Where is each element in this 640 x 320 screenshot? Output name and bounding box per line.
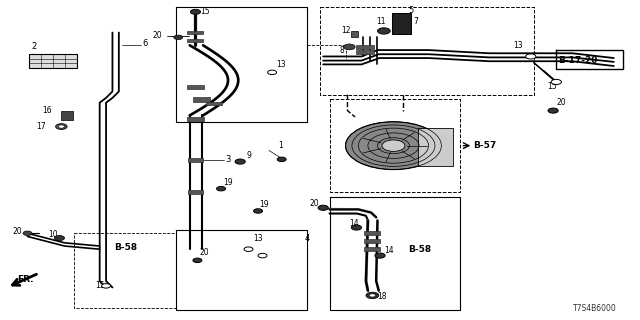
Text: 17: 17 xyxy=(36,122,45,131)
Text: 16: 16 xyxy=(42,106,52,115)
Bar xyxy=(193,97,211,101)
Text: B-58: B-58 xyxy=(115,243,138,252)
Text: 2: 2 xyxy=(31,42,36,52)
Circle shape xyxy=(268,70,276,75)
Text: 18: 18 xyxy=(378,292,387,301)
Bar xyxy=(29,54,77,68)
Text: 20: 20 xyxy=(309,199,319,208)
Bar xyxy=(364,231,380,235)
Bar xyxy=(392,13,411,34)
Circle shape xyxy=(318,205,328,210)
Bar xyxy=(188,31,204,35)
Text: 6: 6 xyxy=(143,39,148,48)
Text: 1: 1 xyxy=(278,141,284,150)
Bar xyxy=(61,111,73,120)
Circle shape xyxy=(525,54,536,59)
Circle shape xyxy=(190,9,200,14)
Bar xyxy=(187,116,204,121)
Circle shape xyxy=(258,253,267,258)
Bar xyxy=(351,31,358,37)
Text: 19: 19 xyxy=(223,178,232,187)
Text: 15: 15 xyxy=(95,281,105,290)
Text: 13: 13 xyxy=(276,60,286,69)
Text: 10: 10 xyxy=(49,230,58,239)
Circle shape xyxy=(173,35,182,40)
Text: 8: 8 xyxy=(340,46,344,55)
Bar xyxy=(418,128,453,166)
Text: B-58: B-58 xyxy=(408,245,431,254)
Text: 5: 5 xyxy=(408,6,413,15)
Circle shape xyxy=(102,284,111,288)
Circle shape xyxy=(277,157,286,162)
Text: 14: 14 xyxy=(349,219,358,228)
Circle shape xyxy=(548,108,558,113)
Text: 20: 20 xyxy=(556,98,566,107)
Bar xyxy=(206,102,222,106)
Circle shape xyxy=(235,159,245,164)
Text: 20: 20 xyxy=(152,31,162,40)
Text: 3: 3 xyxy=(225,155,231,164)
Bar xyxy=(188,39,204,43)
Text: 9: 9 xyxy=(246,151,252,160)
Circle shape xyxy=(375,253,385,258)
Text: 15: 15 xyxy=(200,7,209,16)
Text: B-57: B-57 xyxy=(473,141,497,150)
Circle shape xyxy=(253,209,262,213)
Text: B-17-20: B-17-20 xyxy=(558,56,598,65)
Bar xyxy=(364,247,380,251)
Circle shape xyxy=(216,187,225,191)
Text: 13: 13 xyxy=(513,41,522,50)
Bar xyxy=(356,50,374,53)
Text: 7: 7 xyxy=(413,17,418,26)
Text: FR.: FR. xyxy=(17,275,33,284)
Circle shape xyxy=(346,122,442,170)
Text: 14: 14 xyxy=(384,246,394,255)
Text: 13: 13 xyxy=(253,234,262,243)
Circle shape xyxy=(366,292,379,299)
Circle shape xyxy=(193,258,202,263)
Text: T7S4B6000: T7S4B6000 xyxy=(573,304,617,313)
Circle shape xyxy=(23,231,32,236)
Circle shape xyxy=(56,124,67,129)
Bar xyxy=(188,158,203,162)
Text: 19: 19 xyxy=(259,200,269,209)
Text: 4: 4 xyxy=(305,234,310,243)
Bar xyxy=(356,45,374,49)
Text: 15: 15 xyxy=(547,82,556,91)
Bar xyxy=(188,190,203,194)
Circle shape xyxy=(369,294,376,297)
Circle shape xyxy=(58,125,65,128)
Text: 20: 20 xyxy=(200,248,209,257)
Circle shape xyxy=(54,236,65,241)
Circle shape xyxy=(378,28,390,34)
Bar xyxy=(187,85,204,89)
Circle shape xyxy=(551,79,561,84)
Text: 20: 20 xyxy=(12,227,22,236)
Text: 11: 11 xyxy=(376,17,386,26)
Circle shape xyxy=(351,225,362,230)
Circle shape xyxy=(244,247,253,252)
Circle shape xyxy=(344,44,355,50)
Circle shape xyxy=(382,140,405,151)
Bar xyxy=(364,239,380,243)
Text: 12: 12 xyxy=(341,26,351,35)
